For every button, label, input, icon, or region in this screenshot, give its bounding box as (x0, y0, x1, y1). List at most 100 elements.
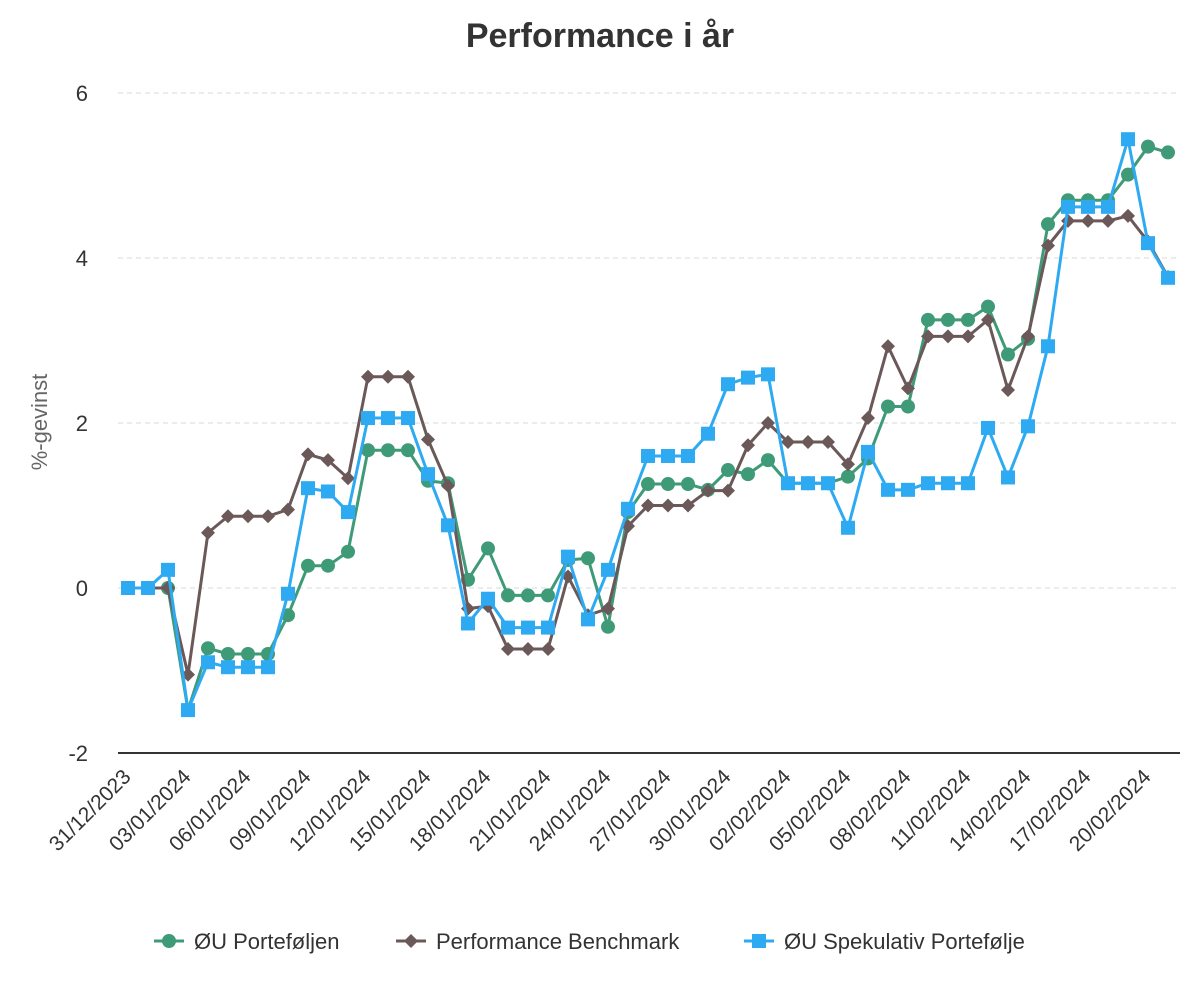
data-point (821, 476, 835, 491)
data-point (1021, 419, 1035, 434)
y-axis-ticks: -2 0 2 4 6 (68, 81, 88, 766)
data-point (981, 312, 995, 327)
data-point (901, 482, 915, 497)
data-point (961, 329, 975, 344)
data-point (401, 443, 415, 458)
legend-label: ØU Porteføljen (194, 929, 340, 954)
series-2 (121, 208, 1175, 682)
series-line (128, 145, 1169, 712)
data-point (441, 518, 455, 533)
data-point (1121, 208, 1135, 223)
y-tick-label: 4 (76, 246, 88, 271)
data-point (1161, 270, 1175, 285)
data-point (721, 483, 735, 498)
data-point (321, 453, 335, 468)
data-point (741, 438, 755, 453)
grid-lines (118, 92, 1180, 589)
data-point (941, 476, 955, 491)
data-point (821, 434, 835, 449)
data-point (301, 447, 315, 462)
data-point (221, 647, 235, 661)
data-point (161, 562, 175, 577)
data-point (541, 620, 555, 635)
data-point (541, 642, 555, 657)
data-point (661, 477, 675, 492)
data-point (1001, 347, 1015, 362)
data-point (641, 477, 655, 492)
data-point (721, 377, 735, 392)
legend-label: ØU Spekulativ Portefølje (784, 929, 1025, 954)
data-point (861, 411, 875, 426)
data-point (941, 329, 955, 344)
data-point (841, 457, 855, 472)
data-point (621, 501, 635, 516)
data-point (921, 312, 935, 327)
data-point (501, 642, 515, 657)
data-point (221, 660, 235, 675)
data-point (361, 369, 375, 384)
data-point (1121, 132, 1135, 147)
data-point (961, 476, 975, 491)
data-point (981, 420, 995, 435)
data-point (761, 453, 775, 468)
data-point (1141, 139, 1155, 154)
data-point (401, 411, 415, 426)
data-point (601, 562, 615, 577)
data-point (1041, 217, 1055, 232)
data-point (681, 498, 695, 513)
series-3 (121, 132, 1175, 718)
data-point (701, 483, 715, 498)
data-point (301, 558, 315, 573)
data-point (841, 520, 855, 535)
y-tick-label: 6 (76, 81, 88, 106)
data-point (1041, 339, 1055, 354)
legend-marker (162, 934, 176, 948)
data-point (321, 558, 335, 573)
data-point (681, 449, 695, 463)
data-point (661, 449, 675, 463)
data-point (381, 411, 395, 426)
data-point (881, 482, 895, 497)
data-point (801, 476, 815, 491)
data-point (921, 476, 935, 491)
data-point (881, 399, 895, 414)
data-point (261, 509, 275, 524)
data-point (481, 541, 495, 556)
data-point (201, 525, 215, 540)
data-point (541, 588, 555, 603)
data-point (641, 449, 655, 463)
data-point (561, 549, 575, 564)
data-point (321, 484, 335, 499)
data-point (1081, 213, 1095, 228)
data-point (781, 476, 795, 491)
data-point (1081, 199, 1095, 214)
legend-marker (752, 934, 766, 948)
y-axis-label: %-gevinst (27, 374, 52, 471)
data-point (1101, 213, 1115, 228)
data-point (861, 444, 875, 459)
data-point (601, 619, 615, 634)
data-point (341, 544, 355, 559)
data-point (301, 481, 315, 496)
data-point (341, 471, 355, 486)
data-point (1001, 383, 1015, 397)
legend-label: Performance Benchmark (436, 929, 680, 954)
data-point (921, 329, 935, 344)
data-point (841, 469, 855, 484)
data-point (481, 591, 495, 606)
data-point (781, 434, 795, 449)
legend-item: Performance Benchmark (396, 929, 680, 954)
data-point (201, 641, 215, 656)
data-point (601, 601, 615, 616)
data-point (1041, 238, 1055, 253)
data-point (721, 463, 735, 478)
data-point (421, 432, 435, 447)
data-point (901, 381, 915, 396)
data-point (741, 370, 755, 385)
data-point (281, 586, 295, 601)
data-point (981, 299, 995, 314)
data-point (1001, 470, 1015, 485)
data-point (141, 581, 155, 595)
data-point (761, 416, 775, 430)
